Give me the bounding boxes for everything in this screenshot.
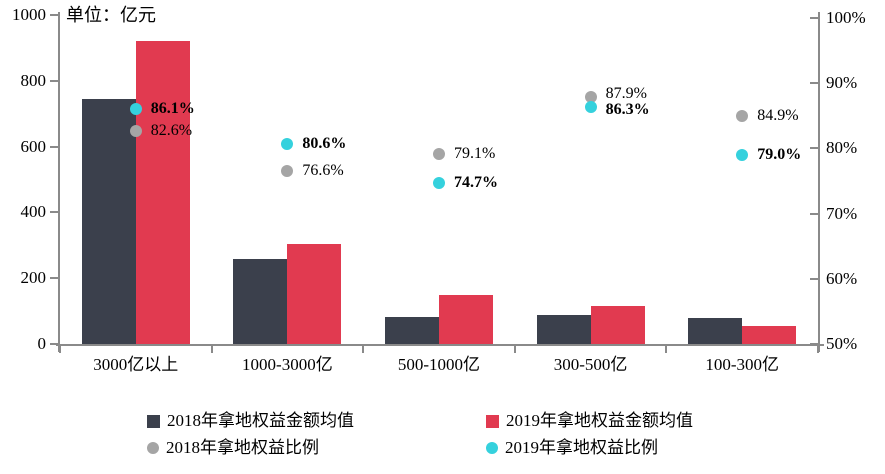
dot-series-2-cat-5: [736, 148, 749, 161]
bar-series-2-cat-3: [439, 295, 493, 344]
x-axis-category-label: 100-300亿: [705, 355, 780, 374]
bar-series-1-cat-1: [81, 98, 136, 344]
left-axis-tick-label: 400: [20, 202, 47, 222]
right-axis-tick: [810, 212, 818, 215]
legend-square-marker: [486, 414, 499, 428]
x-axis-category-label: 300-500亿: [553, 355, 628, 374]
legend-square-marker: [147, 414, 160, 428]
dot-series-2-cat-1: [129, 102, 142, 115]
bar-series-2-cat-5: [742, 325, 797, 344]
bar-series-1-cat-2: [233, 259, 288, 344]
scatter-value-label: 84.9%: [757, 107, 799, 125]
left-axis-tick-label: 1000: [12, 5, 46, 24]
legend-item-2: 2019年拿地权益金额均值: [486, 411, 847, 431]
dot-series-1-cat-3: [433, 148, 445, 161]
scatter-value-label: 86.3%: [605, 101, 650, 119]
dot-series-1-cat-4: [584, 90, 597, 103]
bar-series-1-cat-3: [385, 316, 439, 344]
legend-label: 2018年拿地权益金额均值: [167, 411, 354, 430]
dot-series-1-cat-1: [129, 125, 142, 138]
left-axis-tick: [50, 145, 58, 148]
right-axis-tick: [810, 343, 818, 345]
right-axis-tick: [810, 17, 818, 19]
left-axis-line: [58, 12, 60, 352]
dot-series-1-cat-5: [736, 110, 749, 123]
x-axis-tick: [59, 344, 61, 353]
left-axis-tick: [50, 277, 58, 280]
bar-series-2-cat-1: [135, 41, 190, 344]
bar-series-2-cat-2: [287, 243, 342, 344]
x-axis-category-label: 1000-3000亿: [242, 355, 333, 374]
right-axis-tick-label: 90%: [826, 73, 858, 93]
bar-series-1-cat-4: [536, 315, 591, 344]
legend-label: 2019年拿地权益比例: [505, 438, 658, 457]
scatter-value-label: 82.6%: [150, 122, 193, 140]
x-axis-tick: [513, 344, 516, 353]
right-axis-tick-label: 100%: [826, 8, 866, 27]
scatter-value-label: 87.9%: [605, 84, 647, 102]
dot-series-1-cat-2: [281, 164, 294, 177]
scatter-value-label: 80.6%: [302, 135, 347, 153]
dot-series-2-cat-3: [433, 176, 445, 189]
scatter-value-label: 79.1%: [454, 145, 496, 163]
legend-item-1: 2018年拿地权益金额均值: [147, 411, 486, 431]
x-axis-tick: [362, 344, 365, 353]
right-axis-tick: [810, 82, 818, 85]
left-axis-tick-label: 0: [37, 334, 47, 353]
left-axis-tick-label: 200: [20, 268, 47, 288]
right-axis-tick: [810, 277, 818, 280]
x-axis-line: [56, 344, 824, 346]
right-axis-tick: [810, 147, 818, 150]
left-axis-tick: [50, 343, 58, 345]
bar-series-2-cat-4: [590, 305, 645, 344]
legend-circle-marker: [147, 442, 159, 454]
x-axis-tick: [210, 344, 213, 353]
left-axis-tick-label: 800: [20, 70, 47, 90]
right-axis-tick-label: 60%: [826, 268, 858, 288]
right-axis-line: [818, 12, 820, 352]
legend-circle-marker: [486, 442, 498, 454]
scatter-value-label: 74.7%: [454, 173, 498, 191]
legend-label: 2018年拿地权益比例: [166, 438, 319, 457]
right-axis-tick-label: 50%: [826, 334, 858, 353]
dot-series-2-cat-2: [281, 138, 294, 151]
right-axis-tick-label: 70%: [826, 203, 858, 223]
legend: 2018年拿地权益金额均值 2019年拿地权益金额均值 2018年拿地权益比例 201…: [147, 411, 847, 458]
scatter-value-label: 86.1%: [150, 99, 195, 117]
x-axis-tick: [665, 344, 668, 353]
dot-series-2-cat-4: [584, 101, 597, 114]
scatter-value-label: 79.0%: [757, 145, 802, 163]
legend-item-4: 2019年拿地权益比例: [486, 438, 847, 458]
bar-series-1-cat-5: [688, 318, 743, 344]
scatter-value-label: 76.6%: [302, 161, 344, 179]
legend-item-3: 2018年拿地权益比例: [147, 438, 486, 458]
x-axis-category-label: 500-1000亿: [397, 355, 481, 374]
left-axis-tick: [50, 79, 58, 82]
x-axis-category-label: 3000亿以上: [93, 355, 179, 374]
unit-label: 单位：亿元: [66, 5, 156, 25]
left-axis-tick: [50, 14, 58, 16]
left-axis-tick: [50, 211, 58, 214]
x-axis-tick: [817, 344, 819, 353]
legend-label: 2019年拿地权益金额均值: [506, 411, 693, 430]
left-axis-tick-label: 600: [20, 136, 47, 156]
right-axis-tick-label: 80%: [826, 138, 858, 158]
